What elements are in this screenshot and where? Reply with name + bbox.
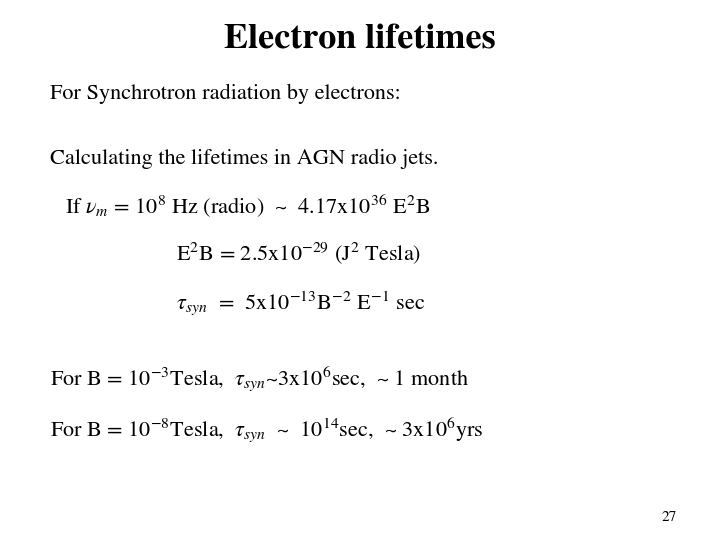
Text: Calculating the lifetimes in AGN radio jets.: Calculating the lifetimes in AGN radio j… <box>50 148 438 169</box>
Text: For B = 10$^{-8}$Tesla,  $\tau_{syn}$  ~  10$^{14}$sec,  ~ 3x10$^{6}$yrs: For B = 10$^{-8}$Tesla, $\tau_{syn}$ ~ 1… <box>50 416 484 444</box>
Text: $\tau_{syn}$  =  5x10$^{-13}$B$^{-2}$ E$^{-1}$ sec: $\tau_{syn}$ = 5x10$^{-13}$B$^{-2}$ E$^{… <box>176 289 426 317</box>
Text: 27: 27 <box>662 510 677 524</box>
Text: E$^{2}$B = 2.5x10$^{-29}$ (J$^{2}$ Tesla): E$^{2}$B = 2.5x10$^{-29}$ (J$^{2}$ Tesla… <box>176 240 421 266</box>
Text: If $\nu_m$ = 10$^{8}$ Hz (radio)  ~  4.17x10$^{36}$ E$^{2}$B: If $\nu_m$ = 10$^{8}$ Hz (radio) ~ 4.17x… <box>65 192 430 219</box>
Text: For Synchrotron radiation by electrons:: For Synchrotron radiation by electrons: <box>50 84 401 104</box>
Text: For B = 10$^{-3}$Tesla,  $\tau_{syn}$~3x10$^{6}$sec,  ~ 1 month: For B = 10$^{-3}$Tesla, $\tau_{syn}$~3x1… <box>50 364 469 393</box>
Text: Electron lifetimes: Electron lifetimes <box>224 24 496 55</box>
